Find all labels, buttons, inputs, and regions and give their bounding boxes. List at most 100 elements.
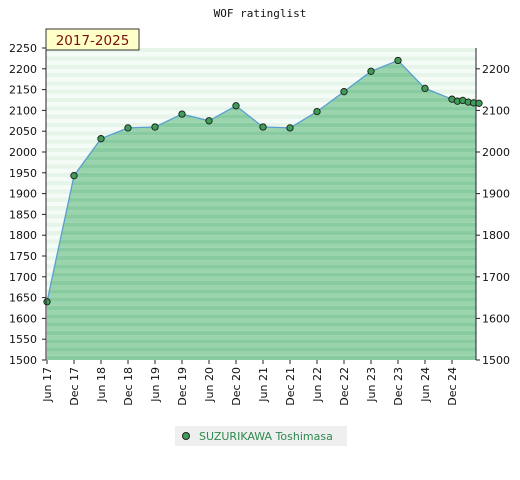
area-band — [47, 201, 476, 207]
y-tick-label-right: 1500 — [482, 354, 510, 367]
area-band — [47, 326, 476, 331]
area-band — [47, 210, 476, 215]
x-tick-label: Jun 20 — [203, 367, 216, 403]
area-band — [47, 339, 476, 344]
data-point[interactable] — [367, 67, 375, 75]
y-tick-label-right: 1800 — [482, 229, 510, 242]
y-tick-label-right: 1900 — [482, 188, 510, 201]
y-tick-label-left: 2050 — [9, 125, 37, 138]
plot-band — [46, 68, 476, 73]
area-band — [47, 310, 476, 315]
x-tick-label: Dec 21 — [284, 367, 297, 406]
area-band — [47, 297, 476, 302]
data-point[interactable] — [70, 172, 78, 180]
data-point[interactable] — [124, 124, 132, 132]
data-point[interactable] — [394, 56, 402, 65]
area-band — [47, 335, 476, 340]
area-band — [47, 293, 476, 298]
y-tick-label-left: 1900 — [9, 188, 37, 201]
x-tick-label: Jun 18 — [95, 367, 108, 403]
area-band — [47, 285, 476, 290]
y-tick-label-left: 1750 — [9, 250, 37, 263]
area-band — [47, 218, 476, 223]
legend[interactable]: SUZURIKAWA Toshimasa — [175, 426, 347, 446]
y-tick-label-left: 2200 — [9, 63, 37, 76]
y-tick-label-left: 2100 — [9, 104, 37, 117]
data-point[interactable] — [313, 107, 321, 116]
y-tick-label-right: 1700 — [482, 271, 510, 284]
area-band — [47, 256, 476, 261]
plot-band — [46, 118, 476, 123]
plot-band — [46, 64, 476, 69]
y-tick-label-right: 2000 — [482, 146, 510, 159]
data-point[interactable] — [232, 102, 240, 110]
x-tick-label: Jun 23 — [365, 367, 378, 403]
y-tick-label-left: 1950 — [9, 167, 37, 180]
y-tick-label-right: 2100 — [482, 104, 510, 117]
plot-band — [46, 60, 476, 65]
area-band — [47, 152, 476, 157]
x-tick-label: Dec 20 — [230, 367, 243, 406]
period-label: 2017-2025 — [56, 33, 130, 49]
area-band — [47, 355, 476, 360]
area-band — [47, 231, 476, 236]
area-band — [47, 235, 476, 240]
area-band — [47, 197, 476, 202]
data-point[interactable] — [421, 84, 429, 93]
data-point[interactable] — [286, 124, 294, 132]
area-band — [47, 280, 476, 286]
y-tick-label-left: 1500 — [9, 354, 37, 367]
area-band — [47, 139, 476, 144]
period-label-box: 2017-2025 — [45, 28, 140, 51]
area-band — [47, 143, 476, 148]
legend-series-name: SUZURIKAWA Toshimasa — [199, 430, 333, 443]
plot-band — [46, 85, 476, 90]
data-point[interactable] — [178, 110, 186, 118]
x-tick-label: Dec 23 — [392, 367, 405, 406]
x-tick-label: Jun 21 — [257, 367, 270, 403]
data-point[interactable] — [151, 123, 159, 131]
y-tick-label-right: 1600 — [482, 312, 510, 325]
x-tick-label: Jun 19 — [149, 367, 162, 403]
area-band — [47, 314, 476, 319]
area-band — [47, 276, 476, 281]
plot-band — [46, 106, 476, 111]
data-point[interactable] — [259, 123, 267, 131]
data-points — [43, 56, 483, 306]
y-tick-label-left: 1600 — [9, 312, 37, 325]
area-band — [47, 164, 476, 169]
y-tick-label-left: 1800 — [9, 229, 37, 242]
y-axis-left: 1500 1550 1600 1650 1700 1750 1800 1850 1900 1950… — [9, 42, 46, 367]
area-band — [47, 243, 476, 248]
y-tick-label-right: 2200 — [482, 63, 510, 76]
area-band — [47, 168, 476, 173]
area-band — [47, 347, 476, 352]
area-band — [47, 289, 476, 294]
x-tick-label: Jun 22 — [311, 367, 324, 403]
x-tick-label: Dec 24 — [446, 367, 459, 406]
plot-band — [46, 72, 476, 78]
data-point[interactable] — [97, 135, 105, 143]
area-band — [47, 147, 476, 152]
y-axis-right: 1500 1600 1700 1800 1900 2000 2100 2200 — [476, 63, 510, 367]
area-band — [47, 322, 476, 327]
data-point[interactable] — [205, 117, 213, 125]
plot-band — [46, 89, 476, 94]
x-tick-label: Jun 17 — [41, 367, 54, 403]
area-band — [47, 206, 476, 211]
plot-band — [46, 56, 476, 61]
area-band — [47, 330, 476, 336]
x-tick-label: Dec 19 — [176, 367, 189, 406]
area-band — [47, 214, 476, 219]
plot-band — [46, 81, 476, 86]
data-point[interactable] — [43, 298, 51, 306]
legend-marker — [182, 432, 190, 440]
area-band — [47, 251, 476, 256]
data-point[interactable] — [340, 88, 348, 96]
area-band — [47, 226, 476, 232]
area-band — [47, 185, 476, 190]
area-band — [47, 156, 476, 161]
area-band — [47, 131, 476, 136]
area-band — [47, 272, 476, 277]
